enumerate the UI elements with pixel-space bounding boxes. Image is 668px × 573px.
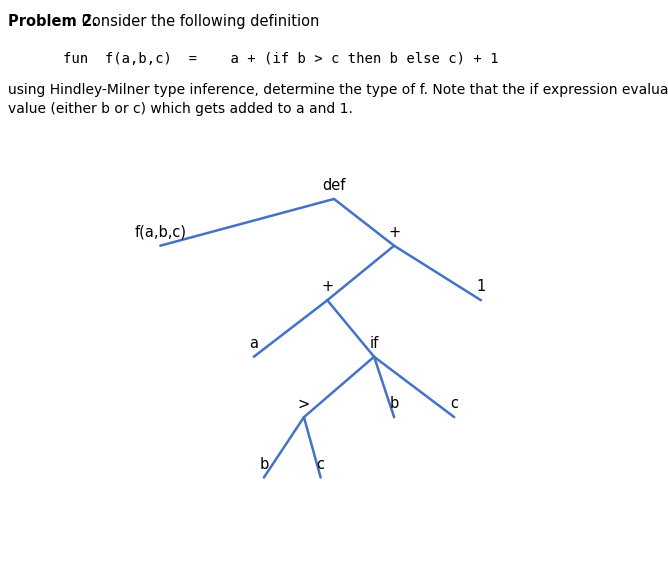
Text: +: + bbox=[321, 280, 333, 295]
Text: c: c bbox=[450, 397, 458, 411]
Text: 1: 1 bbox=[476, 280, 486, 295]
Text: +: + bbox=[388, 225, 400, 240]
Text: Problem 2.: Problem 2. bbox=[8, 14, 98, 29]
Text: b: b bbox=[259, 457, 269, 472]
Text: >: > bbox=[298, 397, 310, 411]
Text: c: c bbox=[317, 457, 325, 472]
Text: if: if bbox=[369, 336, 379, 351]
Text: fun  f(a,b,c)  =    a + (if b > c then b else c) + 1: fun f(a,b,c) = a + (if b > c then b else… bbox=[63, 52, 499, 65]
Text: f(a,b,c): f(a,b,c) bbox=[134, 225, 186, 240]
Text: Consider the following definition: Consider the following definition bbox=[77, 14, 320, 29]
Text: a: a bbox=[249, 336, 259, 351]
Text: def: def bbox=[323, 178, 345, 193]
Text: b: b bbox=[389, 397, 399, 411]
Text: value (either b or c) which gets added to a and 1.: value (either b or c) which gets added t… bbox=[8, 102, 353, 116]
Text: using Hindley-Milner type inference, determine the type of f. Note that the if e: using Hindley-Milner type inference, det… bbox=[8, 83, 668, 97]
